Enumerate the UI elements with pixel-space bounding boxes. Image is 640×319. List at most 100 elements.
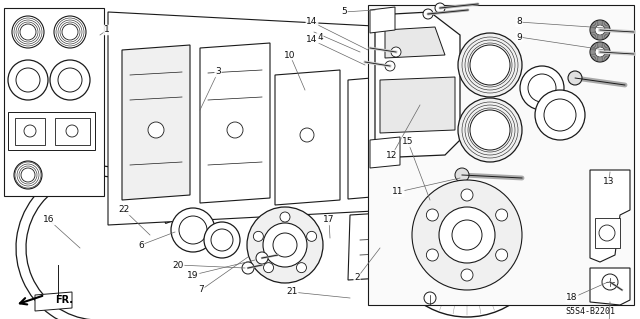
Text: 1: 1 [104, 26, 110, 34]
Circle shape [424, 292, 436, 304]
Text: 12: 12 [387, 151, 397, 160]
Text: 14: 14 [307, 35, 317, 44]
Polygon shape [200, 43, 270, 203]
Text: 6: 6 [138, 241, 144, 249]
Circle shape [227, 122, 243, 138]
Circle shape [20, 24, 36, 40]
Polygon shape [380, 77, 455, 133]
Circle shape [263, 223, 307, 267]
Text: 16: 16 [44, 216, 55, 225]
Text: 9: 9 [516, 33, 522, 41]
Text: 10: 10 [284, 50, 296, 60]
Text: 18: 18 [566, 293, 578, 302]
Polygon shape [368, 5, 634, 305]
Circle shape [470, 110, 510, 150]
Text: 13: 13 [604, 177, 615, 187]
Polygon shape [348, 210, 435, 280]
Circle shape [62, 24, 78, 40]
Circle shape [602, 274, 618, 290]
Circle shape [528, 74, 556, 102]
Circle shape [296, 263, 307, 273]
Circle shape [148, 122, 164, 138]
Circle shape [204, 222, 240, 258]
Wedge shape [16, 166, 175, 319]
Text: 14: 14 [307, 18, 317, 26]
Circle shape [595, 25, 605, 35]
Text: 20: 20 [172, 261, 184, 270]
Polygon shape [108, 12, 488, 225]
Circle shape [590, 20, 610, 40]
Circle shape [455, 168, 469, 182]
Text: 7: 7 [198, 286, 204, 294]
Bar [4, 8, 104, 196]
Text: 3: 3 [215, 68, 221, 77]
Polygon shape [590, 268, 630, 305]
Circle shape [16, 68, 40, 92]
Circle shape [307, 231, 317, 241]
Circle shape [461, 269, 473, 281]
Circle shape [535, 90, 585, 140]
Circle shape [544, 99, 576, 131]
Polygon shape [275, 70, 340, 205]
Circle shape [385, 153, 549, 317]
Polygon shape [595, 218, 620, 248]
Circle shape [391, 47, 401, 57]
Circle shape [273, 233, 297, 257]
Text: FR.: FR. [55, 295, 73, 305]
Circle shape [58, 68, 82, 92]
Text: 11: 11 [392, 188, 404, 197]
Text: 17: 17 [323, 216, 335, 225]
Polygon shape [375, 12, 460, 158]
Circle shape [171, 208, 215, 252]
Text: 15: 15 [403, 137, 413, 146]
Polygon shape [370, 7, 395, 33]
Circle shape [520, 66, 564, 110]
Circle shape [426, 209, 438, 221]
Circle shape [242, 262, 254, 274]
Circle shape [14, 161, 42, 189]
Polygon shape [55, 118, 90, 145]
Polygon shape [348, 76, 395, 199]
Circle shape [495, 209, 508, 221]
Polygon shape [385, 27, 445, 58]
Circle shape [383, 241, 397, 255]
Polygon shape [15, 118, 45, 145]
Polygon shape [35, 292, 72, 311]
Circle shape [423, 9, 433, 19]
Circle shape [599, 225, 615, 241]
Circle shape [12, 16, 44, 48]
Circle shape [256, 252, 268, 264]
Circle shape [590, 42, 610, 62]
Circle shape [426, 249, 438, 261]
Polygon shape [370, 137, 400, 168]
Circle shape [458, 33, 522, 97]
Circle shape [24, 125, 36, 137]
Circle shape [568, 71, 582, 85]
Circle shape [595, 47, 605, 57]
Circle shape [179, 216, 207, 244]
Text: S5S4-B2201: S5S4-B2201 [565, 308, 615, 316]
Circle shape [264, 263, 273, 273]
Text: 2: 2 [354, 273, 360, 283]
Text: 8: 8 [516, 18, 522, 26]
Circle shape [458, 98, 522, 162]
Circle shape [495, 249, 508, 261]
Polygon shape [8, 112, 95, 150]
Circle shape [280, 212, 290, 222]
Circle shape [21, 168, 35, 182]
Text: 4: 4 [317, 33, 323, 42]
Circle shape [66, 125, 78, 137]
Circle shape [211, 229, 233, 251]
Circle shape [385, 61, 395, 71]
Circle shape [8, 60, 48, 100]
Text: 19: 19 [188, 271, 199, 279]
Text: 5: 5 [341, 8, 347, 17]
Text: 21: 21 [286, 287, 298, 296]
Polygon shape [590, 170, 630, 262]
Circle shape [452, 220, 482, 250]
Text: 22: 22 [118, 205, 130, 214]
Circle shape [247, 207, 323, 283]
Circle shape [439, 207, 495, 263]
Polygon shape [122, 45, 190, 200]
Circle shape [470, 45, 510, 85]
